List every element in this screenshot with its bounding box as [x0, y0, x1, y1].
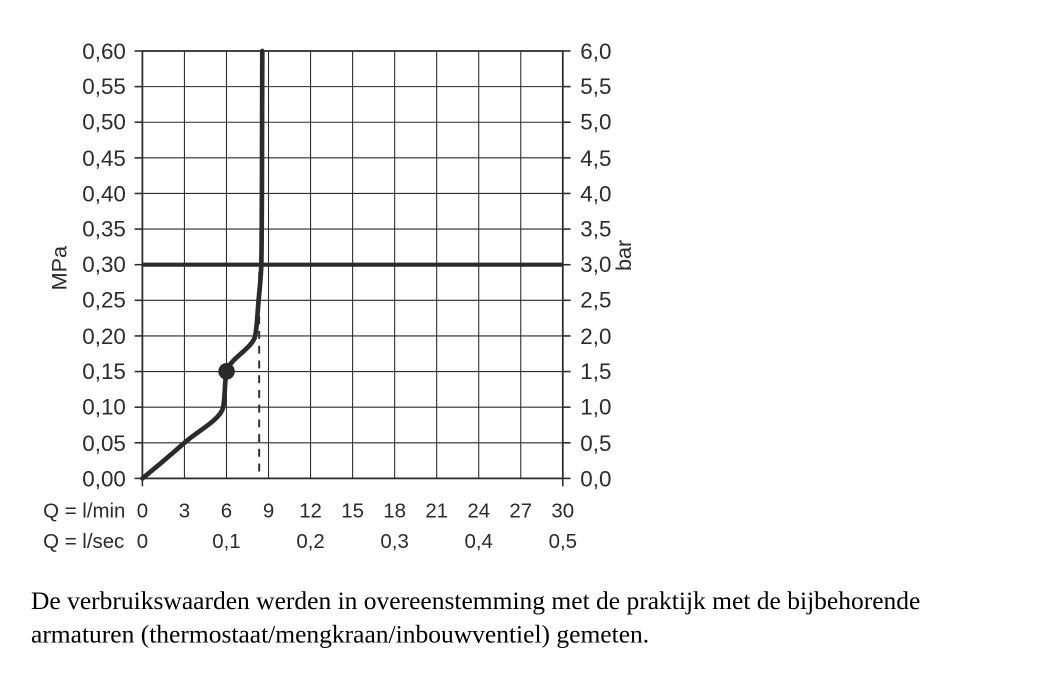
svg-text:0,60: 0,60	[82, 39, 126, 64]
svg-text:0,55: 0,55	[82, 74, 126, 99]
svg-text:15: 15	[341, 500, 364, 523]
svg-text:0,25: 0,25	[82, 287, 126, 312]
svg-text:bar: bar	[612, 240, 636, 271]
svg-text:5,5: 5,5	[580, 74, 611, 99]
svg-text:armaturen (thermostaat/mengkra: armaturen (thermostaat/mengkraan/inbouwv…	[31, 620, 649, 649]
svg-text:0,05: 0,05	[82, 431, 126, 456]
svg-text:0,1: 0,1	[212, 530, 240, 553]
svg-text:MPa: MPa	[48, 246, 72, 290]
svg-text:0: 0	[137, 500, 148, 523]
svg-text:0,35: 0,35	[82, 217, 126, 242]
svg-text:2,0: 2,0	[580, 324, 611, 349]
svg-text:5,0: 5,0	[580, 110, 611, 135]
svg-text:0,0: 0,0	[580, 466, 611, 491]
svg-text:0,30: 0,30	[82, 252, 126, 277]
svg-text:0,5: 0,5	[549, 530, 577, 553]
svg-text:0,20: 0,20	[82, 324, 126, 349]
svg-text:0,10: 0,10	[82, 394, 126, 419]
svg-text:21: 21	[425, 500, 448, 523]
svg-text:2,5: 2,5	[580, 287, 611, 312]
svg-text:6,0: 6,0	[580, 39, 611, 64]
svg-text:6: 6	[221, 500, 232, 523]
svg-text:0,5: 0,5	[580, 431, 611, 456]
svg-text:0,50: 0,50	[82, 110, 126, 135]
svg-text:3: 3	[179, 500, 190, 523]
svg-text:3,0: 3,0	[580, 252, 611, 277]
svg-text:1,0: 1,0	[580, 394, 611, 419]
svg-text:3,5: 3,5	[580, 217, 611, 242]
svg-text:0,00: 0,00	[82, 466, 126, 491]
svg-text:0,3: 0,3	[380, 530, 408, 553]
svg-text:24: 24	[467, 500, 490, 523]
svg-text:12: 12	[299, 500, 322, 523]
svg-text:0,45: 0,45	[82, 146, 126, 171]
svg-text:0,15: 0,15	[82, 359, 126, 384]
svg-text:0,2: 0,2	[296, 530, 324, 553]
svg-text:30: 30	[551, 500, 574, 523]
svg-text:0,40: 0,40	[82, 181, 126, 206]
svg-text:Q = l/sec: Q = l/sec	[43, 530, 124, 553]
svg-text:De verbruikswaarden werden in: De verbruikswaarden werden in overeenste…	[31, 586, 920, 615]
svg-text:0,4: 0,4	[465, 530, 493, 553]
svg-text:27: 27	[509, 500, 532, 523]
svg-text:0: 0	[137, 530, 148, 553]
svg-text:4,5: 4,5	[580, 146, 611, 171]
svg-text:1,5: 1,5	[580, 359, 611, 384]
svg-text:Q = l/min: Q = l/min	[43, 500, 125, 523]
svg-text:4,0: 4,0	[580, 181, 611, 206]
svg-text:18: 18	[383, 500, 406, 523]
svg-text:9: 9	[263, 500, 274, 523]
